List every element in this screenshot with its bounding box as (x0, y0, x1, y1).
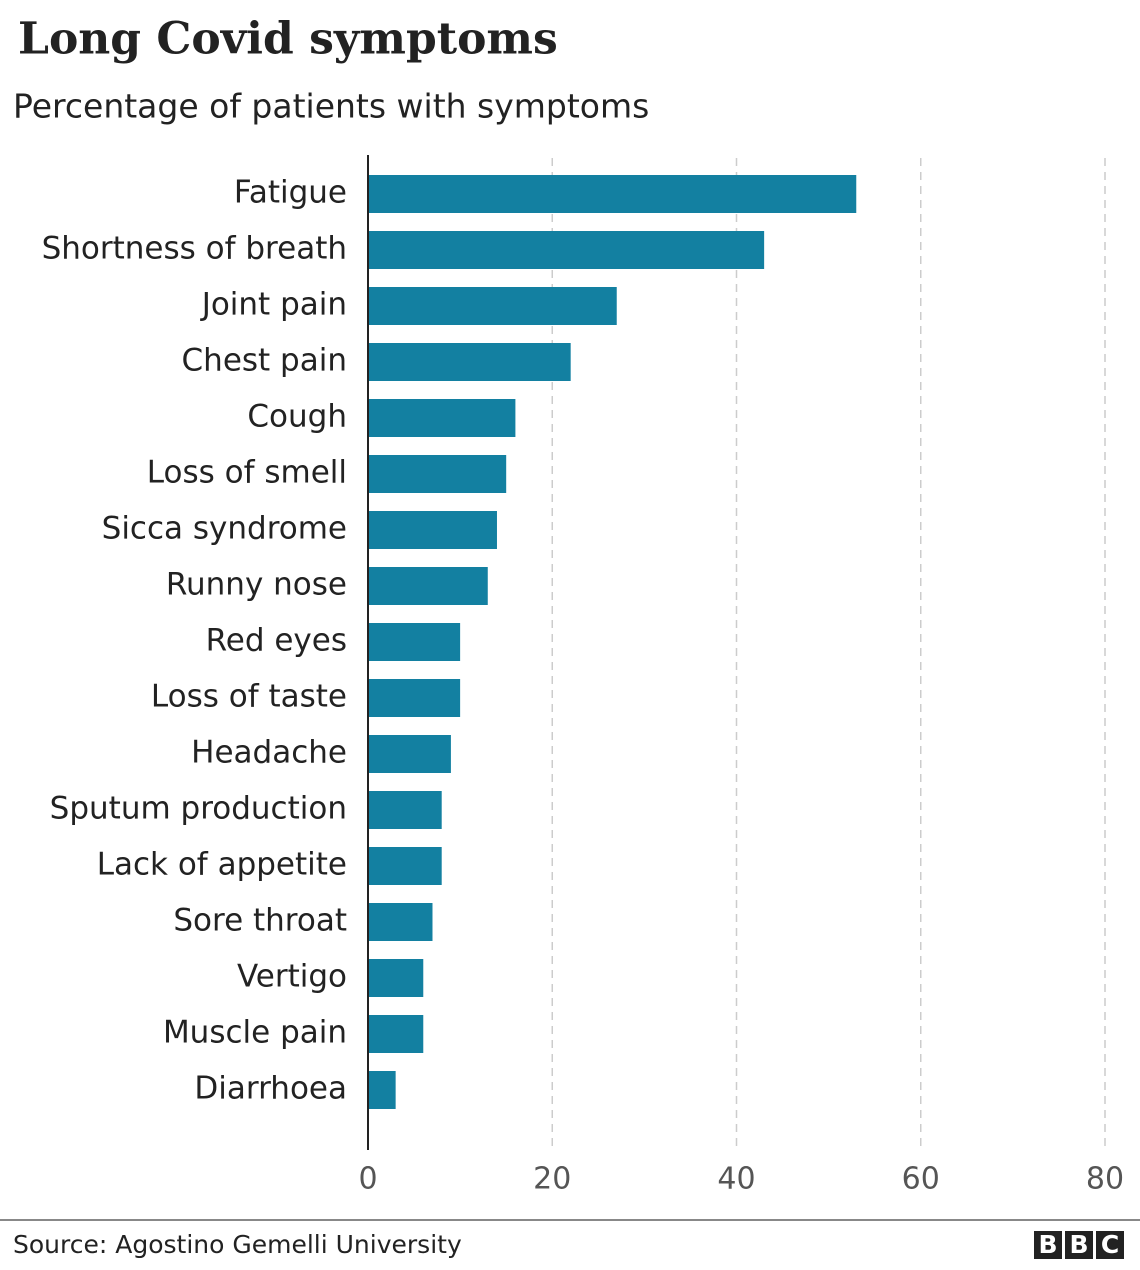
bar (368, 959, 424, 997)
chart-subtitle: Percentage of patients with symptoms (13, 87, 649, 126)
logo-letter: B (1038, 1230, 1057, 1259)
y-tick-label: Fatigue (234, 175, 347, 211)
y-tick-label: Lack of appetite (97, 847, 347, 883)
bar (368, 231, 765, 269)
y-tick-label: Sicca syndrome (102, 511, 347, 547)
x-tick-label: 20 (533, 1162, 571, 1197)
y-tick-label: Cough (247, 399, 347, 435)
y-tick-label: Runny nose (166, 567, 347, 603)
bar (368, 847, 442, 885)
logo-box (1096, 1231, 1124, 1259)
logo-box (1034, 1231, 1062, 1259)
bar (368, 399, 516, 437)
bar (368, 455, 507, 493)
y-tick-label: Loss of smell (147, 455, 347, 491)
bar (368, 511, 497, 549)
x-tick-label: 80 (1086, 1162, 1124, 1197)
y-tick-label: Vertigo (237, 959, 347, 995)
y-tick-label: Loss of taste (151, 679, 347, 715)
bar (368, 1015, 424, 1053)
x-tick-label: 40 (717, 1162, 755, 1197)
x-tick-label: 0 (358, 1162, 377, 1197)
y-tick-label: Headache (191, 735, 347, 771)
logo-box (1065, 1231, 1093, 1259)
logo-letter: C (1101, 1230, 1119, 1259)
y-tick-label: Joint pain (200, 287, 347, 323)
bar (368, 287, 617, 325)
y-tick-label: Diarrhoea (194, 1071, 347, 1107)
bar (368, 343, 571, 381)
y-tick-label: Chest pain (182, 343, 347, 379)
bar (368, 679, 461, 717)
bar (368, 903, 433, 941)
bar (368, 623, 461, 661)
y-tick-label: Red eyes (206, 623, 347, 659)
y-tick-label: Shortness of breath (42, 231, 347, 267)
y-tick-label: Sputum production (50, 791, 347, 827)
x-tick-label: 60 (902, 1162, 940, 1197)
logo-letter: B (1069, 1230, 1088, 1259)
chart-title: Long Covid symptoms (18, 14, 558, 65)
bar (368, 175, 857, 213)
y-tick-label: Sore throat (173, 903, 347, 939)
y-tick-label: Muscle pain (163, 1015, 347, 1051)
bar (368, 567, 488, 605)
bar (368, 735, 451, 773)
bar (368, 1071, 396, 1109)
bar (368, 791, 442, 829)
source: Source: Agostino Gemelli University (13, 1230, 462, 1259)
